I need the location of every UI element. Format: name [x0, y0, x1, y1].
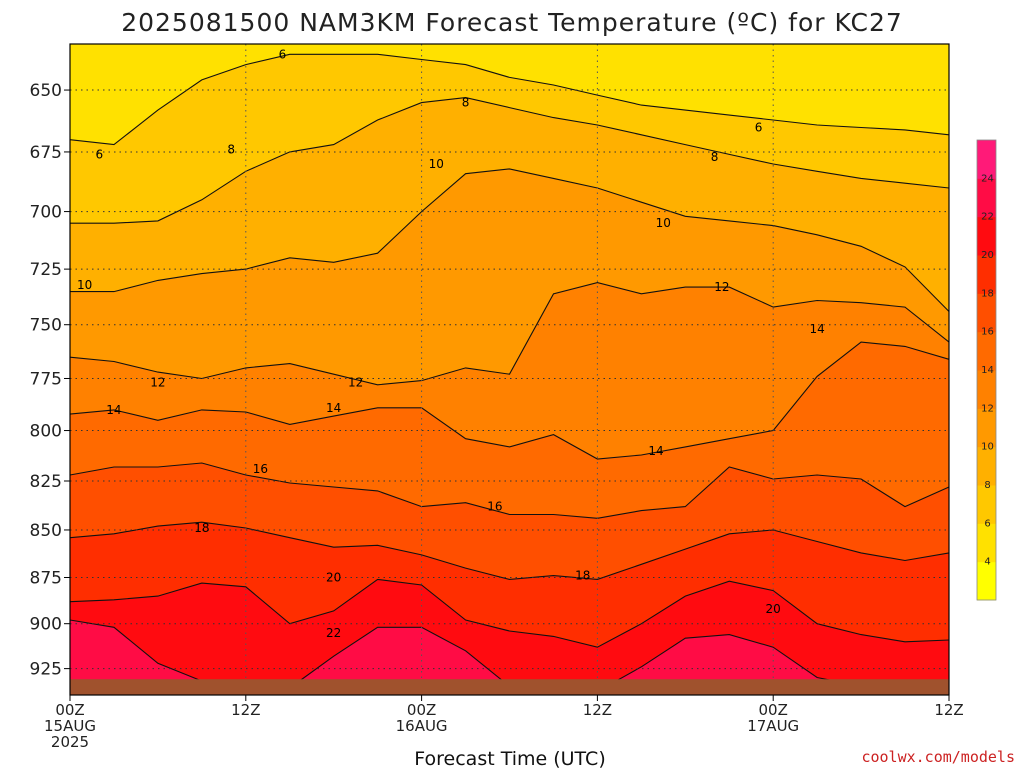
isotherm-label-8-2: 8 [711, 150, 719, 164]
isotherm-16 [69, 462, 950, 519]
colorbar-tick-18: 18 [981, 288, 994, 299]
isotherm-label-18-1: 18 [575, 569, 590, 583]
isotherm-label-20-0: 20 [326, 570, 341, 584]
ground-fill [70, 679, 949, 695]
colorbar-tick-12: 12 [981, 403, 994, 414]
isotherm-label-8-1: 8 [227, 143, 235, 157]
x-tick-label-48-0: 00Z [759, 701, 788, 719]
colorbar-swatch-20 [977, 216, 996, 256]
y-tick-label-800: 800 [30, 422, 62, 442]
isotherm-label-14-3: 14 [810, 322, 825, 336]
colorbar-swatch-10 [977, 408, 996, 448]
isotherm-label-12-0: 12 [150, 376, 165, 390]
colorbar-swatch-16 [977, 293, 996, 333]
x-tick-label-0-1: 15AUG [44, 717, 96, 735]
x-tick-label-48-1: 17AUG [747, 717, 799, 735]
y-tick-label-925: 925 [30, 660, 62, 680]
y-tick-label-825: 825 [30, 472, 62, 492]
isotherm-label-10-0: 10 [77, 278, 92, 292]
isotherm-6 [69, 53, 950, 146]
colorbar-tick-4: 4 [984, 557, 990, 568]
isotherm-20 [69, 578, 950, 648]
y-axis: 650 675 700 725 750 775 800 825 850 875 900 925 [30, 81, 70, 680]
colorbar-swatch-4 [977, 523, 996, 563]
isotherm-label-12-1: 12 [348, 376, 363, 390]
y-tick-label-675: 675 [30, 143, 62, 163]
isotherm-label-14-1: 14 [326, 401, 341, 415]
y-tick-label-650: 650 [30, 81, 62, 101]
y-tick-label-850: 850 [30, 521, 62, 541]
x-axis-label: Forecast Time (UTC) [414, 748, 605, 768]
isotherm-label-6-2: 6 [755, 120, 763, 134]
band-4-6 [70, 44, 949, 145]
colorbar-tick-16: 16 [981, 327, 994, 338]
colorbar-tick-6: 6 [984, 518, 990, 529]
isotherm-label-16-1: 16 [487, 500, 502, 514]
isotherm-labels: 6 6 6 8 8 8 10 10 10 12 12 12 14 14 14 14 16 16 18 18 20 20 22 [77, 47, 825, 639]
colorbar-swatch-18 [977, 255, 996, 294]
colorbar-swatch-14 [977, 331, 996, 371]
colorbar-tick-8: 8 [984, 480, 990, 491]
isotherm-label-16-0: 16 [253, 462, 268, 476]
x-tick-label-60-0: 12Z [934, 701, 963, 719]
isotherm-label-22-0: 22 [326, 626, 341, 640]
isotherm-label-6-1: 6 [95, 147, 103, 161]
colorbar-swatch-6 [977, 485, 996, 524]
x-tick-label-24-0: 00Z [407, 701, 436, 719]
band-above-22 [70, 620, 949, 695]
x-tick-label-36-0: 12Z [583, 701, 612, 719]
isotherm-label-14-2: 14 [648, 444, 663, 458]
colorbar-swatch-24 [977, 140, 996, 179]
colorbar-frame [976, 139, 997, 601]
isotherm-label-14-0: 14 [106, 403, 121, 417]
credit-text: coolwx.com/models [861, 748, 1015, 766]
isotherm-label-12-2: 12 [714, 280, 729, 294]
y-tick-label-900: 900 [30, 615, 62, 635]
isotherm-label-8-0: 8 [462, 96, 470, 110]
x-tick-label-24-1: 16AUG [396, 717, 448, 735]
y-tick-label-775: 775 [30, 369, 62, 389]
isotherm-label-10-2: 10 [656, 216, 671, 230]
temperature-field [70, 44, 949, 696]
isotherm-8 [70, 97, 950, 224]
isotherm-label-10-1: 10 [429, 157, 444, 171]
ground-layer [70, 679, 949, 695]
x-tick-label-12-0: 12Z [231, 701, 260, 719]
isotherm-18 [69, 521, 950, 580]
colorbar-tick-20: 20 [981, 250, 994, 261]
y-tick-label-700: 700 [30, 203, 62, 223]
colorbar-swatch-22 [977, 178, 996, 218]
colorbar: 4 6 8 10 12 14 16 18 20 22 24 [976, 139, 997, 601]
plot-frame [69, 43, 950, 696]
isotherm-14 [69, 341, 950, 460]
colorbar-tick-10: 10 [981, 442, 994, 453]
x-tick-label-0-0: 00Z [55, 701, 84, 719]
chart-title: 2025081500 NAM3KM Forecast Temperature (… [121, 8, 903, 37]
isotherm-12 [69, 282, 950, 386]
colorbar-tick-24: 24 [981, 173, 994, 184]
colorbar-tick-14: 14 [981, 365, 994, 376]
grid-lines [70, 44, 949, 695]
colorbar-tick-22: 22 [981, 212, 994, 223]
isotherm-label-6-0: 6 [279, 47, 287, 61]
colorbar-swatch-12 [977, 370, 996, 409]
y-tick-label-750: 750 [30, 316, 62, 336]
colorbar-swatch-8 [977, 446, 996, 486]
isotherm-10 [70, 168, 950, 312]
y-tick-label-875: 875 [30, 568, 62, 588]
x-tick-label-0-2: 2025 [51, 733, 89, 751]
colorbar-swatch-2 [977, 561, 996, 601]
y-tick-label-725: 725 [30, 260, 62, 280]
isotherm-label-18-0: 18 [194, 521, 209, 535]
isotherm-label-20-1: 20 [766, 602, 781, 616]
